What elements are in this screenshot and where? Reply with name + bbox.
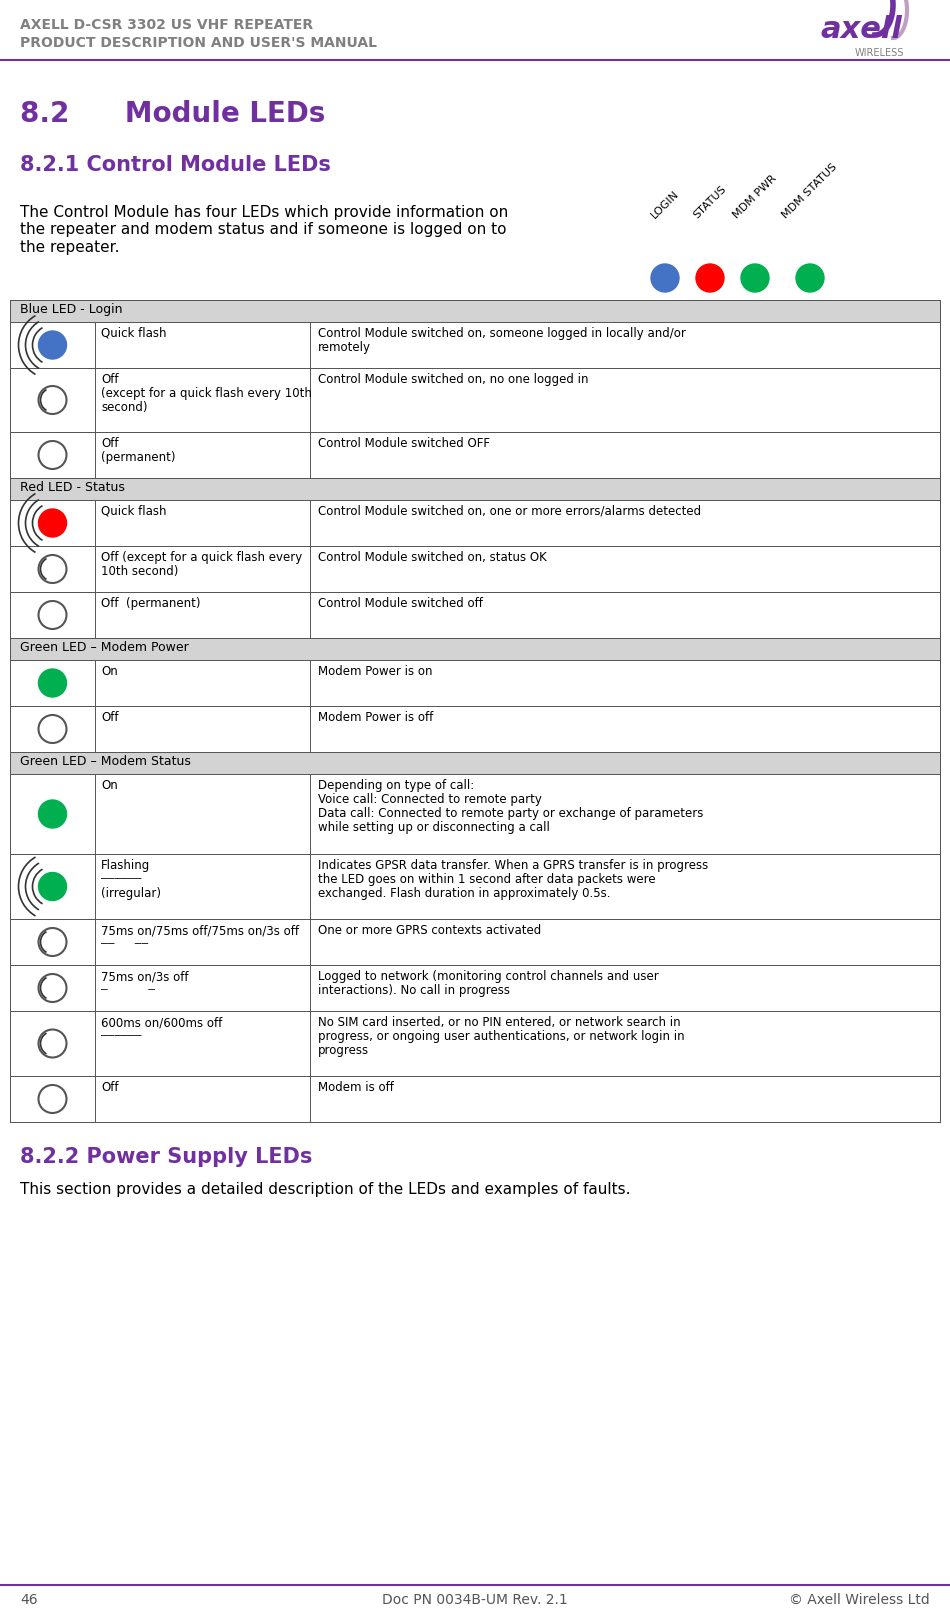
Circle shape <box>651 265 679 292</box>
Bar <box>10 323 940 368</box>
Text: PRODUCT DESCRIPTION AND USER'S MANUAL: PRODUCT DESCRIPTION AND USER'S MANUAL <box>20 36 377 50</box>
Text: Control Module switched on, someone logged in locally and/or: Control Module switched on, someone logg… <box>318 328 686 341</box>
Bar <box>10 775 940 854</box>
Text: One or more GPRS contexts activated: One or more GPRS contexts activated <box>318 923 542 938</box>
Text: 75ms on/3s off: 75ms on/3s off <box>101 970 188 983</box>
Text: Doc PN 0034B-UM Rev. 2.1: Doc PN 0034B-UM Rev. 2.1 <box>382 1593 568 1608</box>
Text: ――   ――: ―― ―― <box>101 938 148 947</box>
Text: 46: 46 <box>20 1593 38 1608</box>
Text: (permanent): (permanent) <box>101 450 176 463</box>
Text: Off: Off <box>101 1081 119 1094</box>
Circle shape <box>39 801 66 828</box>
Text: 600ms on/600ms off: 600ms on/600ms off <box>101 1015 222 1030</box>
Text: Off: Off <box>101 712 119 725</box>
Bar <box>10 478 940 500</box>
Text: Modem Power is on: Modem Power is on <box>318 665 432 678</box>
Bar <box>10 1077 940 1122</box>
Text: interactions). No call in progress: interactions). No call in progress <box>318 985 510 997</box>
Bar <box>10 705 940 752</box>
Text: This section provides a detailed description of the LEDs and examples of faults.: This section provides a detailed descrip… <box>20 1181 631 1198</box>
Circle shape <box>741 265 769 292</box>
Circle shape <box>39 668 66 697</box>
Bar <box>10 638 940 660</box>
Text: (irregular): (irregular) <box>101 888 161 901</box>
Text: Depending on type of call:: Depending on type of call: <box>318 780 474 792</box>
Bar <box>10 500 940 546</box>
Text: remotely: remotely <box>318 341 371 353</box>
Bar <box>10 300 940 323</box>
Text: AXELL D-CSR 3302 US VHF REPEATER: AXELL D-CSR 3302 US VHF REPEATER <box>20 18 314 32</box>
Text: The Control Module has four LEDs which provide information on
the repeater and m: The Control Module has four LEDs which p… <box>20 205 508 255</box>
Bar <box>10 433 940 478</box>
Circle shape <box>39 508 66 537</box>
Text: © Axell Wireless Ltd: © Axell Wireless Ltd <box>789 1593 930 1608</box>
Text: LOGIN: LOGIN <box>649 189 681 220</box>
Text: 8.2.2 Power Supply LEDs: 8.2.2 Power Supply LEDs <box>20 1148 313 1167</box>
Bar <box>10 752 940 775</box>
Text: while setting up or disconnecting a call: while setting up or disconnecting a call <box>318 822 550 834</box>
Text: (except for a quick flash every 10th: (except for a quick flash every 10th <box>101 387 312 400</box>
Text: MDM PWR: MDM PWR <box>732 173 779 220</box>
Circle shape <box>39 331 66 358</box>
Text: ―      ―: ― ― <box>101 985 155 994</box>
Bar <box>10 592 940 638</box>
Text: Data call: Connected to remote party or exchange of parameters: Data call: Connected to remote party or … <box>318 807 703 820</box>
Text: Green LED – Modem Power: Green LED – Modem Power <box>20 641 189 654</box>
Text: Off: Off <box>101 437 119 450</box>
Text: Logged to network (monitoring control channels and user: Logged to network (monitoring control ch… <box>318 970 658 983</box>
Text: Quick flash: Quick flash <box>101 505 166 518</box>
Text: the LED goes on within 1 second after data packets were: the LED goes on within 1 second after da… <box>318 873 656 886</box>
Text: Modem is off: Modem is off <box>318 1081 394 1094</box>
Text: Red LED - Status: Red LED - Status <box>20 481 124 494</box>
Text: axell: axell <box>820 15 902 44</box>
Text: Off: Off <box>101 373 119 386</box>
Text: No SIM card inserted, or no PIN entered, or network search in: No SIM card inserted, or no PIN entered,… <box>318 1015 680 1030</box>
Text: Control Module switched on, one or more errors/alarms detected: Control Module switched on, one or more … <box>318 505 701 518</box>
Text: 75ms on/75ms off/75ms on/3s off: 75ms on/75ms off/75ms on/3s off <box>101 923 299 938</box>
Text: progress, or ongoing user authentications, or network login in: progress, or ongoing user authentication… <box>318 1030 685 1043</box>
Bar <box>10 546 940 592</box>
Text: Blue LED - Login: Blue LED - Login <box>20 303 123 316</box>
Text: 8.2  Module LEDs: 8.2 Module LEDs <box>20 100 325 128</box>
Bar <box>10 854 940 918</box>
Text: ――――――: ―――――― <box>101 1030 142 1039</box>
Text: Control Module switched off: Control Module switched off <box>318 597 483 610</box>
Bar <box>10 965 940 1010</box>
Text: Control Module switched OFF: Control Module switched OFF <box>318 437 490 450</box>
Bar <box>10 660 940 705</box>
Text: Flashing: Flashing <box>101 859 150 872</box>
Text: On: On <box>101 780 118 792</box>
Text: Indicates GPSR data transfer. When a GPRS transfer is in progress: Indicates GPSR data transfer. When a GPR… <box>318 859 709 872</box>
Text: Off (except for a quick flash every: Off (except for a quick flash every <box>101 550 302 563</box>
Text: exchanged. Flash duration in approximately 0.5s.: exchanged. Flash duration in approximate… <box>318 888 611 901</box>
Text: WIRELESS: WIRELESS <box>855 48 904 58</box>
Text: Green LED – Modem Status: Green LED – Modem Status <box>20 755 191 768</box>
Text: MDM STATUS: MDM STATUS <box>781 161 840 220</box>
Text: Control Module switched on, status OK: Control Module switched on, status OK <box>318 550 547 563</box>
Bar <box>10 300 940 1122</box>
Text: STATUS: STATUS <box>692 184 729 220</box>
Text: Voice call: Connected to remote party: Voice call: Connected to remote party <box>318 792 542 805</box>
Text: 8.2.1 Control Module LEDs: 8.2.1 Control Module LEDs <box>20 155 331 174</box>
Text: On: On <box>101 665 118 678</box>
Circle shape <box>39 873 66 901</box>
Text: Modem Power is off: Modem Power is off <box>318 712 433 725</box>
Bar <box>10 918 940 965</box>
Text: Off  (permanent): Off (permanent) <box>101 597 200 610</box>
Text: progress: progress <box>318 1044 370 1057</box>
Text: ――――――: ―――――― <box>101 873 142 883</box>
Text: second): second) <box>101 400 147 415</box>
Bar <box>10 368 940 433</box>
Text: Control Module switched on, no one logged in: Control Module switched on, no one logge… <box>318 373 588 386</box>
Circle shape <box>696 265 724 292</box>
Circle shape <box>796 265 824 292</box>
Text: Quick flash: Quick flash <box>101 328 166 341</box>
Bar <box>10 1010 940 1077</box>
Text: 10th second): 10th second) <box>101 565 179 578</box>
